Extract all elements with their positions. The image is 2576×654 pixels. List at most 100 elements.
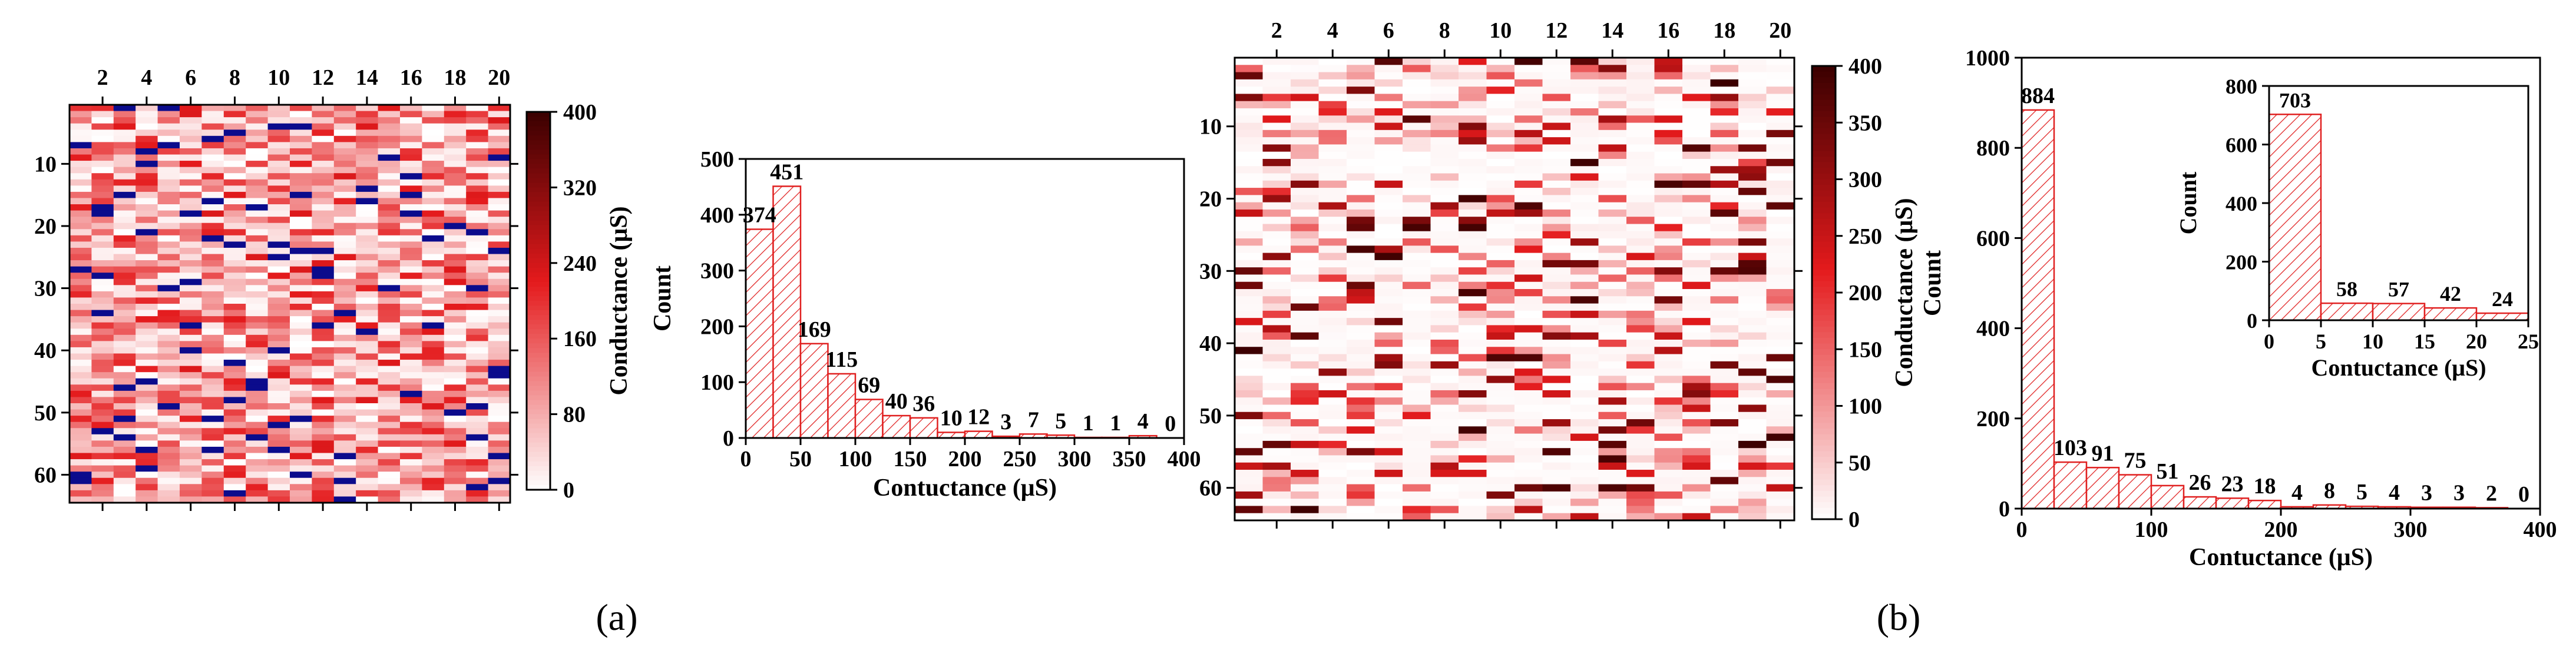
colorbar-step <box>527 456 550 462</box>
heatmap-cell <box>267 384 290 391</box>
heatmap-cell <box>466 459 489 466</box>
heatmap-cell <box>333 465 356 472</box>
colorbar-step <box>527 239 550 245</box>
missing-cell <box>91 273 114 280</box>
heatmap-cell <box>444 266 467 273</box>
heatmap-cell <box>1262 101 1291 109</box>
heatmap-cell <box>1430 477 1459 485</box>
heatmap-cell <box>1403 369 1431 376</box>
heatmap-cell <box>312 428 335 435</box>
heatmap-cell <box>1598 433 1627 441</box>
heatmap-cell <box>1403 94 1431 102</box>
heatmap-cell <box>1682 260 1711 268</box>
heatmap-cell <box>333 111 356 118</box>
missing-cell <box>135 148 158 155</box>
heatmap-cell <box>1598 115 1627 124</box>
heatmap-cell <box>1654 188 1683 195</box>
heatmap-cell <box>1570 79 1599 87</box>
heatmap-cell <box>1486 209 1515 217</box>
heatmap-cell <box>1235 404 1264 413</box>
heatmap-cell <box>1486 426 1515 434</box>
heatmap-cell <box>1682 195 1711 203</box>
heatmap-cell <box>70 397 92 404</box>
y-tick-label: 30 <box>34 277 57 301</box>
heatmap-cell <box>1430 462 1459 470</box>
heatmap-cell <box>246 229 269 236</box>
heatmap-cell <box>400 477 422 484</box>
heatmap-cell <box>223 235 246 242</box>
heatmap-cell <box>312 360 335 367</box>
heatmap-cell <box>267 167 290 174</box>
heatmap-cell <box>356 409 379 416</box>
heatmap-cell <box>1738 202 1767 210</box>
heatmap-cell <box>422 154 445 161</box>
heatmap-cell <box>1318 144 1347 152</box>
heatmap-cell <box>113 148 136 155</box>
heatmap-cell <box>1682 217 1711 225</box>
heatmap-cell <box>1570 87 1599 95</box>
heatmap-cell <box>400 496 422 503</box>
heatmap-cell <box>1598 137 1627 145</box>
heatmap-cell <box>1430 470 1459 477</box>
heatmap-cell <box>1570 296 1599 304</box>
heatmap-cell <box>378 490 401 497</box>
heatmap-cell <box>333 241 356 248</box>
heatmap-cell <box>1626 477 1655 485</box>
heatmap-cell <box>246 254 269 261</box>
heatmap-cell <box>1403 137 1431 145</box>
heatmap-cell <box>1235 491 1264 499</box>
heatmap-cell <box>1374 325 1403 333</box>
heatmap-cell <box>1682 188 1711 195</box>
heatmap-cell <box>378 477 401 484</box>
heatmap-cell <box>400 142 422 149</box>
heatmap-cell <box>1347 231 1375 239</box>
heatmap-cell <box>1262 253 1291 261</box>
heatmap-cell <box>1291 267 1320 275</box>
heatmap-cell <box>333 322 356 329</box>
heatmap-cell <box>70 416 92 423</box>
y-axis-title: Count <box>2175 171 2201 234</box>
heatmap-cell <box>333 384 356 391</box>
heatmap-cell <box>1430 217 1459 225</box>
heatmap-cell <box>113 291 136 298</box>
heatmap-cell <box>1318 274 1347 283</box>
heatmap-cell <box>1626 195 1655 203</box>
heatmap-cell <box>1738 115 1767 124</box>
heatmap-cell <box>1542 462 1571 470</box>
heatmap-cell <box>1598 426 1627 434</box>
heatmap-cell <box>1374 267 1403 275</box>
heatmap-cell <box>1291 108 1320 116</box>
heatmap-cell <box>113 390 136 398</box>
heatmap-cell <box>1235 411 1264 420</box>
heatmap-cell <box>1430 397 1459 406</box>
heatmap-cell <box>1710 274 1739 283</box>
heatmap-cell <box>180 446 202 454</box>
colorbar-step <box>1812 293 1836 299</box>
heatmap-cell <box>267 472 290 479</box>
missing-cell <box>267 446 290 454</box>
heatmap-cell <box>1738 158 1767 167</box>
heatmap-cell <box>444 173 467 180</box>
heatmap-cell <box>1347 122 1375 131</box>
heatmap-cell <box>1403 238 1431 246</box>
heatmap-cell <box>70 154 92 161</box>
heatmap-cell <box>1766 462 1795 470</box>
heatmap-cell <box>180 459 202 466</box>
colorbar-step <box>1812 440 1836 446</box>
heatmap-cell <box>70 117 92 124</box>
heatmap-cell <box>1570 274 1599 283</box>
heatmap-cell <box>1374 361 1403 369</box>
heatmap-cell <box>422 266 445 273</box>
heatmap-cell <box>157 254 180 261</box>
heatmap-cell <box>1318 462 1347 470</box>
heatmap-cell <box>223 223 246 230</box>
heatmap-cell <box>378 198 401 205</box>
heatmap-cell <box>444 297 467 304</box>
heatmap-cell <box>223 421 246 429</box>
heatmap-cell <box>1347 188 1375 195</box>
heatmap-cell <box>246 161 269 168</box>
heatmap-cell <box>1235 65 1264 73</box>
heatmap-cell <box>1626 369 1655 376</box>
heatmap-cell <box>444 204 467 211</box>
heatmap-cell <box>333 247 356 255</box>
